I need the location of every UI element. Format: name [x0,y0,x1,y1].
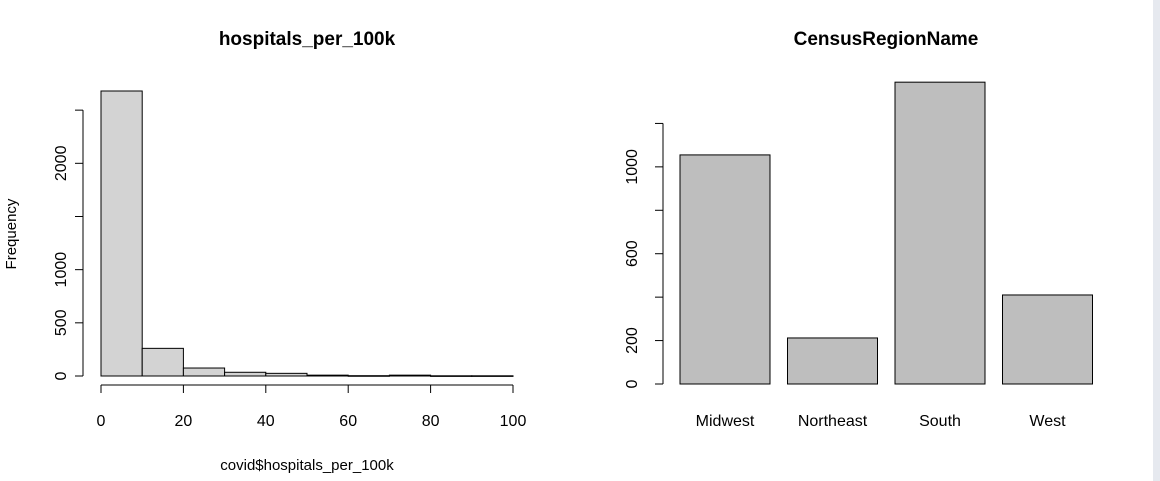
region-bar [894,81,986,385]
region-bar-panel: CensusRegionName Midwest Northeast South We… [624,29,1093,430]
region-y-tick-label: 0 [624,379,641,388]
hist-x-tick-label: 40 [257,413,275,430]
hist-bar [471,375,514,377]
hist-y-axis: 0 500 1000 2000 [53,109,84,380]
region-category-label: Midwest [696,413,755,430]
region-bars [679,81,1093,385]
region-bar [787,337,878,385]
region-bar [679,154,771,385]
hist-y-tick-label: 0 [53,371,70,380]
region-category-label: Northeast [798,413,868,430]
hist-xlabel: covid$hospitals_per_100k [220,457,394,474]
region-category-label: West [1029,413,1066,430]
region-category-labels: Midwest Northeast South West [696,413,1066,430]
hist-x-tick-label: 100 [500,413,527,430]
histogram-panel: hospitals_per_100k covid$hospitals_per_1… [3,29,526,474]
hist-bars [100,90,514,377]
hist-bar [224,371,267,377]
hist-y-tick-label: 2000 [53,145,70,181]
hist-y-tick-label: 1000 [53,252,70,288]
bar-title: CensusRegionName [794,29,979,50]
window-scroll-edge [1153,0,1160,481]
region-y-tick-label: 200 [624,327,641,354]
region-y-tick-label: 600 [624,240,641,267]
hist-ylabel: Frequency [3,198,20,269]
hist-bar [265,372,308,377]
hist-x-tick-label: 80 [422,413,440,430]
region-y-axis: 0 200 600 1000 [624,122,664,388]
hist-bar [347,375,390,377]
hist-bar [141,347,184,377]
hist-y-tick-label: 500 [53,309,70,336]
hist-bar [100,90,143,377]
region-category-label: South [919,413,961,430]
hist-title: hospitals_per_100k [219,29,396,50]
hist-x-axis: 0 20 40 60 80 100 [97,384,527,430]
region-y-tick-label: 1000 [624,149,641,185]
hist-x-tick-label: 20 [175,413,193,430]
hist-x-tick-label: 60 [339,413,357,430]
hist-bar [430,375,473,377]
hist-x-tick-label: 0 [97,413,106,430]
hist-bar [306,374,349,377]
region-bar [1002,294,1093,385]
hist-bar [388,374,432,377]
hist-bar [182,367,226,377]
